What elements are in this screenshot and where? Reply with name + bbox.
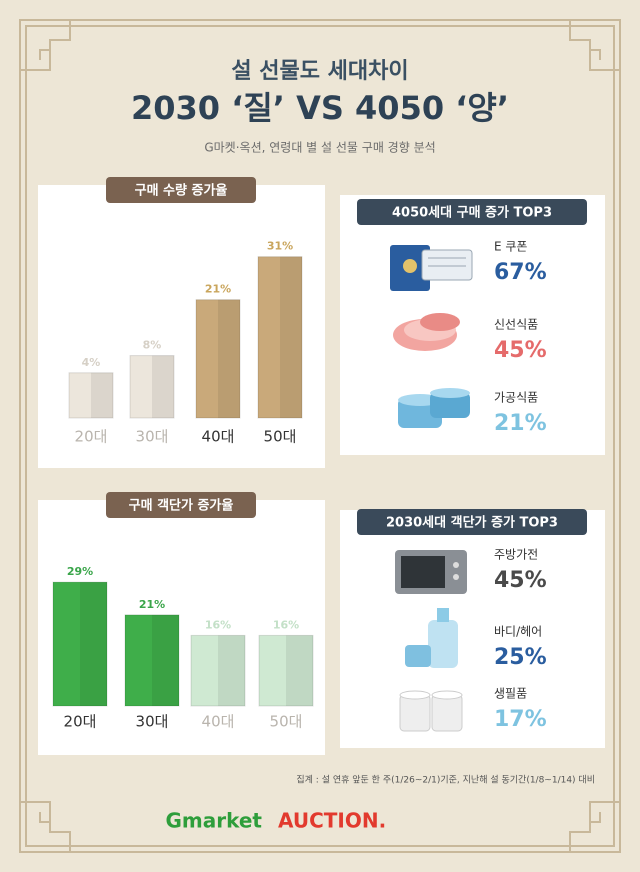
value-label: 31% (267, 240, 293, 253)
value-label: 21% (205, 283, 231, 296)
category-label: 50대 (264, 428, 297, 446)
bar (129, 355, 175, 419)
bar-shade (80, 582, 107, 706)
category-label: 20대 (75, 428, 108, 446)
pill-title: 구매 객단가 증가율 (129, 498, 234, 514)
pill (106, 492, 256, 518)
category-label: 30대 (136, 428, 169, 446)
item-value: 17% (494, 707, 547, 732)
bar-shade (91, 372, 113, 418)
pill-title: 4050세대 구매 증가 TOP3 (392, 206, 552, 221)
bar-shade (280, 256, 302, 418)
item-value: 25% (494, 645, 547, 670)
category-label: 30대 (136, 713, 169, 731)
bar (190, 634, 246, 707)
item-label: 신선식품 (494, 318, 538, 332)
item-label: 주방가전 (494, 548, 538, 562)
logo-gmarket: Gmarket (165, 809, 262, 833)
bar (124, 614, 180, 707)
bar-shade (286, 635, 313, 706)
value-label: 4% (82, 356, 101, 369)
item-label: 가공식품 (494, 391, 538, 405)
value-label: 8% (143, 339, 162, 352)
pill (357, 509, 587, 535)
icon-tissue (399, 690, 463, 732)
item-label: 바디/헤어 (494, 625, 542, 639)
item-value: 67% (494, 260, 547, 285)
icon-bottle (405, 608, 458, 668)
value-label: 16% (205, 618, 231, 631)
subtitle: G마켓·옥션, 연령대 별 설 선물 구매 경향 분석 (204, 141, 435, 155)
icon-can (398, 388, 470, 428)
bar (257, 256, 303, 419)
corner-ornaments (20, 20, 620, 852)
icon-coupon (390, 245, 473, 291)
category-label: 20대 (64, 713, 97, 731)
bar (68, 372, 114, 419)
title: 설 선물도 세대차이 (231, 59, 408, 84)
footnote: 집계 : 설 연휴 앞둔 한 주(1/26~2/1)기준, 지난해 설 동기간(… (296, 774, 595, 786)
item-value: 45% (494, 568, 547, 593)
item-value: 45% (494, 338, 547, 363)
pill (106, 177, 256, 203)
bar-shade (152, 355, 174, 418)
frame (19, 19, 621, 853)
headline: 2030 ‘질’ VS 4050 ‘양’ (131, 89, 509, 127)
value-label: 21% (139, 598, 165, 611)
icon-microwave (395, 550, 467, 594)
bar-shade (152, 614, 179, 706)
panel (340, 195, 605, 455)
logo-auction: AUCTION. (278, 809, 386, 833)
category-label: 40대 (202, 713, 235, 731)
value-label: 16% (273, 618, 299, 631)
category-label: 50대 (270, 713, 303, 731)
pill-title: 2030세대 객단가 증가 TOP3 (386, 515, 558, 531)
item-label: E 쿠폰 (494, 240, 527, 254)
pill (357, 199, 587, 225)
bar-shade (218, 299, 240, 418)
value-label: 29% (67, 565, 93, 578)
icon-meat (393, 313, 460, 351)
item-label: 생필품 (494, 687, 527, 701)
category-label: 40대 (202, 428, 235, 446)
bar (258, 634, 314, 707)
panel (340, 510, 605, 748)
frame-inner (25, 25, 615, 847)
bar-shade (218, 635, 245, 706)
pill-title: 구매 수량 증가율 (135, 183, 228, 199)
item-value: 21% (494, 411, 547, 436)
bar (52, 581, 108, 707)
bar (195, 299, 241, 419)
